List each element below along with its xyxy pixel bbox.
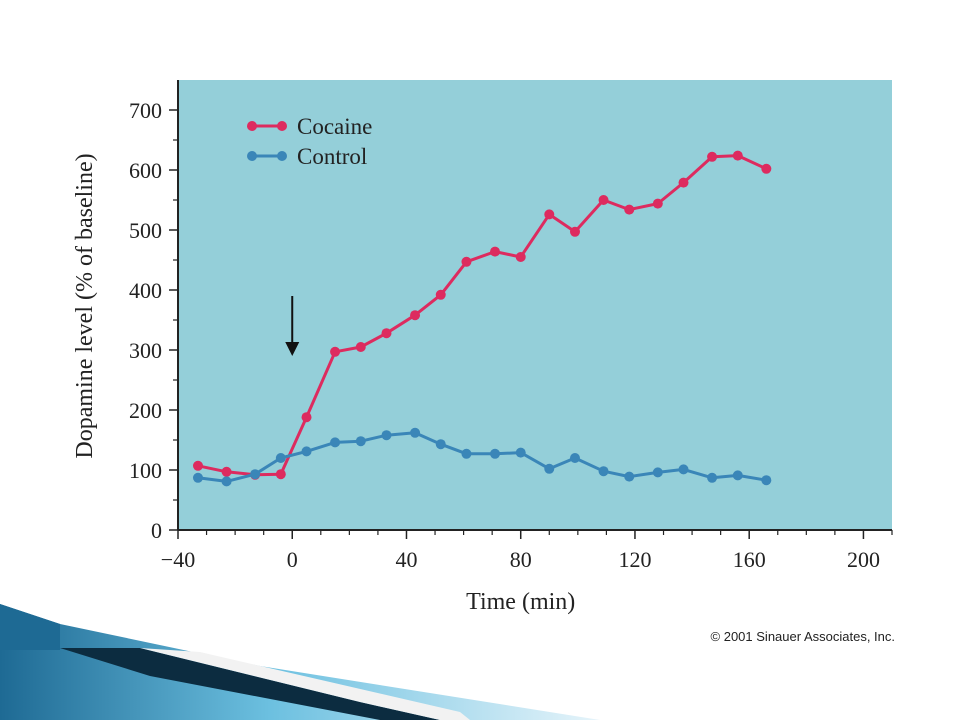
cocaine-point xyxy=(569,226,580,237)
control-point xyxy=(381,430,392,441)
cocaine-point xyxy=(652,198,663,209)
control-point xyxy=(250,469,261,480)
cocaine-point xyxy=(678,177,689,188)
y-tick-label: 0 xyxy=(151,518,162,543)
control-point xyxy=(490,448,501,459)
x-tick-label: 200 xyxy=(847,547,880,572)
cocaine-point xyxy=(275,469,286,480)
control-point xyxy=(461,448,472,459)
cocaine-point xyxy=(355,342,366,352)
control-point xyxy=(624,471,635,482)
legend-swatch-point xyxy=(247,121,257,131)
legend-swatch-point xyxy=(247,151,257,161)
y-tick-label: 700 xyxy=(129,98,162,123)
y-axis-title: Dopamine level (% of baseline) xyxy=(72,153,98,458)
control-point xyxy=(732,470,743,481)
control-point xyxy=(598,466,609,477)
control-point xyxy=(707,472,718,483)
legend-swatch-point xyxy=(277,151,287,161)
control-point xyxy=(515,447,526,458)
cocaine-point xyxy=(435,289,446,300)
cocaine-point xyxy=(761,163,772,174)
arrow-head xyxy=(285,342,300,356)
y-tick-label: 500 xyxy=(129,218,162,243)
x-axis-title: Time (min) xyxy=(466,589,575,615)
cocaine-point xyxy=(381,328,392,339)
y-tick-label: 600 xyxy=(129,158,162,183)
legend-item-cocaine: Cocaine xyxy=(247,114,372,139)
slide-corner-decoration xyxy=(0,604,600,720)
control-point xyxy=(330,437,341,448)
control-point xyxy=(761,475,772,486)
control-point xyxy=(301,446,312,457)
control-point xyxy=(410,427,421,438)
cocaine-point xyxy=(330,346,341,357)
x-tick-label: 0 xyxy=(287,547,298,572)
deco-white-band xyxy=(140,648,470,720)
series-cocaine xyxy=(192,150,772,480)
x-tick-label: −40 xyxy=(161,547,195,572)
control-point xyxy=(678,464,689,475)
cocaine-point xyxy=(515,252,526,262)
x-tick-label: 40 xyxy=(395,547,417,572)
cocaine-point xyxy=(624,204,635,215)
control-point xyxy=(652,467,663,478)
cocaine-point xyxy=(461,256,472,267)
cocaine-line xyxy=(197,154,767,477)
legend-label-cocaine: Cocaine xyxy=(297,114,372,139)
cocaine-point xyxy=(192,460,203,471)
cocaine-point xyxy=(544,209,555,220)
legend-label-control: Control xyxy=(297,144,367,169)
cocaine-point xyxy=(598,195,609,205)
drug-onset-annotation xyxy=(285,296,300,356)
cocaine-point xyxy=(301,412,312,423)
x-tick-label: 80 xyxy=(510,547,532,572)
legend: Cocaine Control xyxy=(247,114,372,169)
copyright-text: © 2001 Sinauer Associates, Inc. xyxy=(711,629,895,644)
cocaine-point xyxy=(490,246,501,257)
control-point xyxy=(355,436,366,447)
deco-mid-band xyxy=(0,604,60,650)
control-point xyxy=(435,439,446,450)
y-axis: 0 100 200 300 400 500 600 700 xyxy=(129,80,179,543)
cocaine-point xyxy=(221,466,232,477)
x-tick-label: 160 xyxy=(733,547,766,572)
cocaine-point xyxy=(707,151,718,162)
deco-dark-band xyxy=(60,648,440,720)
y-tick-label: 100 xyxy=(129,458,162,483)
y-tick-label: 300 xyxy=(129,338,162,363)
cocaine-point xyxy=(410,310,421,321)
control-point xyxy=(275,453,286,463)
control-point xyxy=(221,476,232,487)
deco-light-band xyxy=(0,604,600,720)
x-tick-label: 120 xyxy=(618,547,651,572)
legend-item-control: Control xyxy=(247,144,367,169)
x-axis: −40 0 40 80 120 160 200 xyxy=(161,529,893,572)
series-control xyxy=(192,427,772,487)
y-tick-label: 400 xyxy=(129,278,162,303)
y-tick-label: 200 xyxy=(129,398,162,423)
legend-swatch-point xyxy=(277,121,287,131)
control-point xyxy=(569,453,580,463)
control-line xyxy=(197,431,767,483)
control-point xyxy=(192,472,203,483)
cocaine-point xyxy=(732,150,743,161)
control-point xyxy=(544,463,555,474)
series-layer xyxy=(192,150,772,487)
